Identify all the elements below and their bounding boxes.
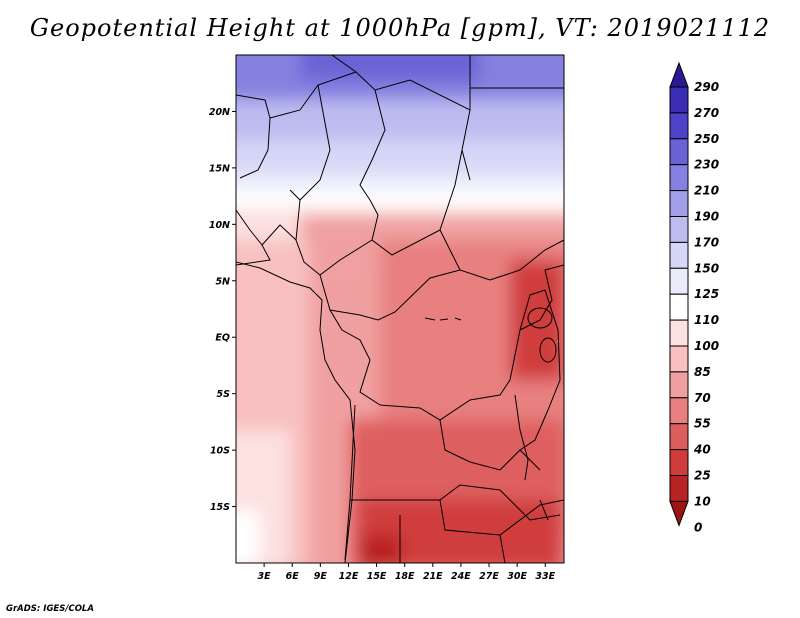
y-axis: 20N 15N 10N 5N EQ 5S 10S 15S: [209, 107, 236, 513]
x-tick-label: 33E: [535, 571, 555, 582]
colorbar-bottom-arrow: [669, 500, 689, 527]
x-tick-label: 9E: [314, 571, 328, 582]
y-tick-label: 10S: [210, 446, 230, 457]
y-tick-label: 10N: [209, 220, 230, 231]
colorbar-bin: [669, 345, 689, 373]
colorbar-bin: [669, 293, 689, 321]
x-tick-label: 6E: [286, 571, 300, 582]
plot-frame: [235, 54, 565, 564]
colorbar-bin: [669, 319, 689, 347]
colorbar-bin: [669, 371, 689, 399]
x-tick-label: 24E: [451, 571, 471, 582]
country-borders: [236, 55, 564, 563]
grads-credit: GrADS: IGES/COLA: [6, 604, 94, 614]
x-tick-label: 18E: [395, 571, 415, 582]
colorbar-level-label: 10: [694, 494, 711, 508]
colorbar-level-label: 150: [694, 261, 719, 275]
colorbar-level-label: 55: [694, 417, 711, 431]
colorbar-bin: [669, 112, 689, 140]
colorbar-bin: [669, 449, 689, 477]
colorbar-bin: [669, 423, 689, 451]
colorbar-level-label: 170: [694, 235, 719, 249]
colorbar-bin: [669, 164, 689, 192]
colorbar-level-label: 290: [694, 80, 719, 94]
colorbar-bin: [669, 138, 689, 166]
y-tick-label: 20N: [209, 107, 230, 118]
colorbar-bin: [669, 267, 689, 295]
colorbar-level-label: 230: [694, 158, 719, 172]
colorbar-bin: [669, 241, 689, 269]
colorbar-level-label: 100: [694, 339, 719, 353]
colorbar-top-arrow: [669, 61, 689, 88]
colorbar-level-label: 85: [694, 365, 711, 379]
y-tick-label: 15N: [209, 163, 230, 174]
x-tick-label: 21E: [423, 571, 443, 582]
x-tick-label: 3E: [258, 571, 272, 582]
x-tick-label: 12E: [339, 571, 359, 582]
colorbar-level-label: 190: [694, 210, 719, 224]
colorbar-level-label: 0: [694, 520, 702, 534]
colorbar-level-label: 25: [694, 469, 711, 483]
colorbar-level-label: 125: [694, 287, 719, 301]
y-tick-label: 5S: [217, 389, 231, 400]
x-axis: 3E 6E 9E 12E 15E 18E 21E 24E 27E 30E 33E: [258, 563, 556, 582]
x-tick-label: 27E: [479, 571, 499, 582]
colorbar-level-label: 70: [694, 391, 711, 405]
colorbar-bin: [669, 190, 689, 218]
colorbar-bin: [669, 475, 689, 502]
colorbar: 2902702502302101901701501251101008570554…: [669, 61, 719, 534]
colorbar-level-label: 270: [694, 106, 719, 120]
x-tick-label: 15E: [367, 571, 387, 582]
colorbar-bin: [669, 216, 689, 243]
colorbar-level-label: 210: [694, 184, 719, 198]
geopotential-field: [236, 55, 564, 563]
y-tick-label: EQ: [215, 333, 230, 344]
colorbar-bin: [669, 86, 689, 114]
colorbar-level-label: 40: [693, 443, 711, 457]
y-tick-label: 15S: [210, 502, 230, 513]
colorbar-bin: [669, 397, 689, 425]
coastline: [236, 261, 557, 563]
y-tick-label: 5N: [215, 276, 230, 287]
colorbar-level-label: 110: [694, 313, 719, 327]
colorbar-level-label: 250: [694, 132, 719, 146]
x-tick-label: 30E: [507, 571, 527, 582]
map-title: Geopotential Height at 1000hPa [gpm], VT…: [29, 14, 771, 42]
